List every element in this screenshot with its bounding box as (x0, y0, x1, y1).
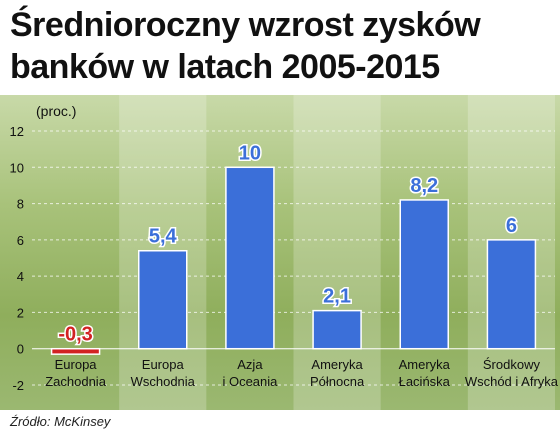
bar-value-label: 8,2 (410, 175, 438, 197)
bar (312, 309, 362, 350)
category-label: Ameryka (311, 357, 363, 372)
bar-value-label: 10 (239, 142, 261, 164)
category-label: Północna (310, 374, 365, 389)
y-axis-label: (proc.) (36, 103, 76, 119)
bar-value-label: 5,4 (149, 226, 178, 248)
bar (225, 166, 275, 350)
y-tick-label: 10 (10, 160, 24, 175)
category-label: Zachodnia (45, 374, 106, 389)
title-block: Średnioroczny wzrost zysków banków w lat… (0, 0, 560, 95)
y-tick-label: 12 (10, 124, 24, 139)
bar (50, 347, 101, 355)
y-tick-label: 6 (17, 233, 24, 248)
category-label: Ameryka (399, 357, 451, 372)
bar-value-label: -0,3 (58, 324, 92, 346)
category-label: Europa (142, 357, 185, 372)
y-tick-label: 4 (17, 269, 24, 284)
column-band (293, 95, 381, 410)
source-note: Źródło: McKinsey (10, 414, 111, 429)
chart-title-line-2: banków w latach 2005-2015 (10, 48, 440, 86)
y-tick-label: 2 (17, 305, 24, 320)
bar (138, 249, 188, 350)
y-tick-label: -2 (12, 378, 24, 393)
bar (486, 239, 537, 350)
y-tick-label: 8 (17, 197, 24, 212)
category-label: Wschodnia (131, 374, 196, 389)
y-tick-label: 0 (17, 342, 24, 357)
bar-value-label: 2,1 (323, 286, 351, 308)
chart-panel: -2 0 2 4 6 8 10 12 (proc.) -0,3 Europa Zachodnia 5,4… (0, 95, 560, 410)
category-label: Azja (237, 357, 263, 372)
category-label: i Oceania (222, 374, 278, 389)
bar-value-label: 6 (506, 215, 517, 237)
category-label: Łacińska (399, 374, 451, 389)
category-label: Europa (55, 357, 98, 372)
bar-chart: -2 0 2 4 6 8 10 12 (proc.) -0,3 Europa Zachodnia 5,4… (10, 95, 559, 410)
bar (399, 199, 449, 350)
chart-title-line-1: Średnioroczny wzrost zysków (10, 6, 481, 44)
category-label: Wschód i Afryka (465, 374, 559, 389)
category-label: Środkowy (483, 357, 541, 372)
